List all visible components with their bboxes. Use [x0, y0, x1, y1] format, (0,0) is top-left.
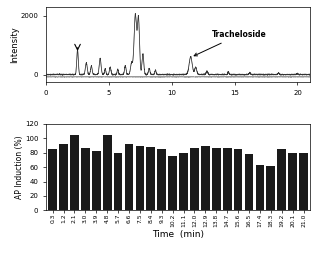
Bar — [147, 147, 155, 210]
Bar — [157, 149, 166, 210]
Y-axis label: AP Induction (%): AP Induction (%) — [15, 135, 24, 199]
Bar — [81, 148, 90, 210]
Bar — [277, 149, 286, 210]
Bar — [114, 154, 122, 210]
Bar — [299, 153, 308, 210]
Bar — [288, 153, 297, 210]
Bar — [266, 166, 275, 210]
Bar — [190, 148, 199, 210]
Bar — [48, 149, 57, 210]
Bar — [201, 146, 210, 210]
X-axis label: Time  (min): Time (min) — [152, 230, 204, 239]
Bar — [59, 144, 68, 210]
Bar — [212, 148, 221, 210]
Bar — [92, 151, 100, 210]
Bar — [245, 154, 253, 210]
Bar — [135, 146, 144, 210]
Y-axis label: Intensity: Intensity — [10, 26, 19, 63]
Bar — [70, 135, 79, 210]
Bar — [256, 165, 264, 210]
Bar — [179, 154, 188, 210]
Bar — [223, 148, 232, 210]
Bar — [168, 156, 177, 210]
Text: Tracheloside: Tracheloside — [194, 30, 267, 56]
Bar — [103, 135, 112, 210]
Bar — [125, 144, 133, 210]
Bar — [234, 149, 242, 210]
